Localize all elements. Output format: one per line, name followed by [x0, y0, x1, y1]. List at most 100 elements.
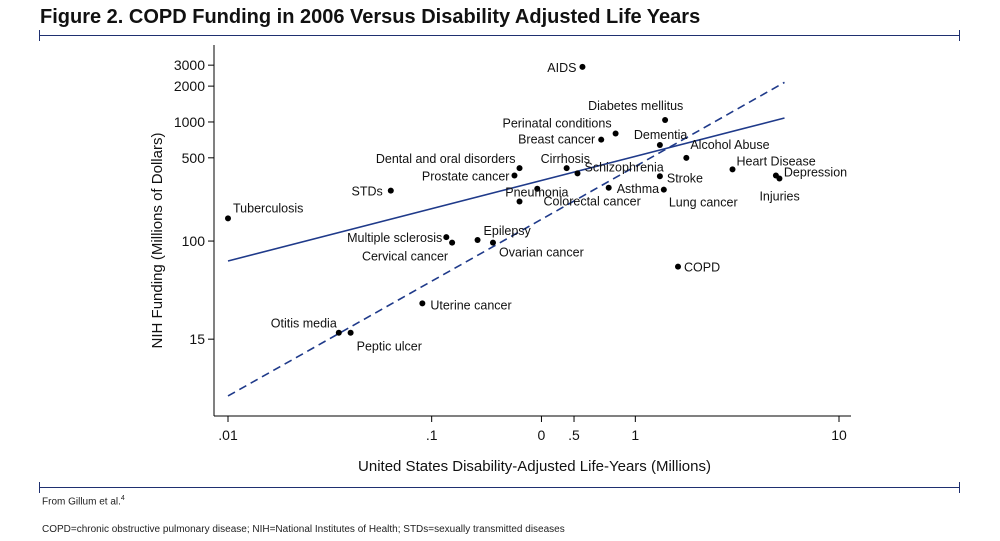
data-point-marker [675, 263, 682, 270]
data-point-prostate-cancer: Prostate cancer [422, 170, 518, 184]
data-point-marker [225, 215, 231, 222]
data-point-epilepsy: Epilepsy [474, 224, 532, 244]
data-point-marker [511, 172, 518, 179]
data-point-marker [474, 237, 481, 244]
data-point-heart-disease: Heart Disease [729, 154, 816, 173]
regression-line-solid [227, 117, 785, 262]
y-tick-label-3000: 3000 [174, 57, 205, 73]
data-point-alcohol-abuse: Alcohol Abuse [683, 138, 770, 161]
data-point-label: Depression [784, 166, 847, 180]
data-point-marker [656, 173, 663, 180]
y-axis-title: NIH Funding (Millions of Dollars) [149, 133, 166, 349]
figure-title: Figure 2. COPD Funding in 2006 Versus Di… [40, 6, 701, 28]
data-point-marker [387, 187, 394, 194]
data-point-label: Otitis media [271, 317, 337, 331]
y-tick-label-500: 500 [182, 150, 206, 166]
regression-line-dashed [227, 81, 785, 397]
data-point-label: Dementia [634, 128, 688, 142]
data-point-marker [776, 175, 783, 182]
y-tick-label-2000: 2000 [174, 78, 205, 94]
data-point-label: Peptic ulcer [357, 340, 422, 354]
data-point-marker [683, 154, 690, 161]
data-point-marker [598, 136, 605, 143]
data-point-marker [335, 329, 342, 336]
data-point-lung-cancer: Lung cancer [660, 186, 738, 210]
data-point-marker [662, 116, 669, 123]
data-point-marker [449, 239, 456, 246]
source-note: From Gillum et al.4 [42, 495, 125, 507]
data-point-label: AIDS [547, 61, 576, 75]
x-tick-label-01: .01 [218, 427, 238, 443]
x-tick-label-0: 0 [538, 427, 546, 443]
data-point-peptic-ulcer: Peptic ulcer [347, 329, 422, 354]
data-point-diabetes-mellitus: Diabetes mellitus [588, 99, 683, 123]
x-tick-label-5: .5 [568, 427, 580, 443]
data-point-cervical-cancer: Cervical cancer [362, 239, 456, 264]
data-point-label: Tuberculosis [233, 201, 303, 215]
data-point-label: Cervical cancer [362, 250, 448, 264]
data-point-label: STDs [352, 185, 383, 199]
data-point-label: Stroke [667, 171, 703, 185]
data-point-label: Ovarian cancer [499, 246, 584, 260]
data-point-label: Uterine cancer [430, 298, 511, 312]
data-point-dementia: Dementia [634, 128, 688, 149]
data-point-label: Prostate cancer [422, 170, 510, 184]
data-point-colorectal-cancer: Colorectal cancer [516, 194, 641, 208]
data-point-aids: AIDS [547, 61, 586, 75]
data-point-label: Schizophrenia [584, 160, 663, 174]
data-point-breast-cancer: Breast cancer [518, 133, 605, 147]
data-point-label: Pneumonia [505, 186, 568, 200]
data-point-marker [574, 170, 581, 177]
data-point-label: Dental and oral disorders [376, 152, 516, 166]
data-point-label: Injuries [759, 190, 799, 204]
top-divider [39, 30, 960, 41]
data-point-marker [656, 142, 663, 149]
data-point-marker [612, 130, 619, 137]
data-point-marker [489, 239, 496, 246]
data-point-label: Lung cancer [669, 196, 738, 210]
data-point-schizophrenia: Schizophrenia [574, 160, 664, 177]
y-tick-label-15: 15 [189, 331, 205, 347]
data-point-marker [660, 186, 667, 193]
data-point-marker [443, 234, 450, 241]
source-reference: 4 [120, 495, 125, 502]
data-point-label: COPD [684, 261, 720, 275]
data-point-label: Colorectal cancer [544, 194, 641, 208]
data-point-uterine-cancer: Uterine cancer [419, 298, 512, 312]
data-point-cirrhosis: Cirrhosis [541, 152, 590, 172]
abbreviations-footnote: COPD=chronic obstructive pulmonary disea… [42, 524, 565, 535]
source-text: From Gillum et al. [42, 496, 121, 508]
data-point-copd: COPD [675, 261, 720, 275]
data-point-stds: STDs [352, 185, 394, 199]
data-point-tuberculosis: Tuberculosis [225, 201, 303, 222]
data-point-marker [605, 184, 612, 191]
data-point-marker [347, 329, 354, 336]
data-point-perinatal-conditions: Perinatal conditions [502, 117, 619, 137]
data-point-marker [419, 300, 426, 307]
data-point-label: Heart Disease [737, 154, 816, 168]
x-axis-title: United States Disability-Adjusted Life-Y… [358, 458, 711, 475]
data-point-injuries: Injuries [759, 175, 800, 204]
data-point-marker [729, 166, 736, 173]
x-tick-label-10: 10 [831, 427, 847, 443]
bottom-divider [39, 482, 960, 493]
data-point-label: Epilepsy [484, 224, 532, 238]
y-tick-label-100: 100 [182, 233, 206, 249]
data-point-ovarian-cancer: Ovarian cancer [489, 239, 584, 260]
data-point-marker [534, 185, 541, 192]
data-point-label: Alcohol Abuse [690, 138, 769, 152]
data-point-label: Cirrhosis [541, 152, 590, 166]
data-point-multiple-sclerosis: Multiple sclerosis [347, 231, 450, 245]
data-point-label: Multiple sclerosis [347, 231, 442, 245]
data-point-asthma: Asthma [605, 182, 659, 196]
data-point-dental-and-oral-disorders: Dental and oral disorders [376, 152, 523, 172]
data-point-marker [516, 198, 523, 205]
y-tick-label-1000: 1000 [174, 114, 205, 130]
data-point-depression: Depression [772, 166, 847, 180]
x-tick-label-1: .1 [426, 427, 438, 443]
data-point-otitis-media: Otitis media [271, 317, 342, 336]
data-point-label: Diabetes mellitus [588, 99, 683, 113]
data-point-stroke: Stroke [656, 171, 703, 185]
scatter-chart: 15 100 500 1000 2000 3000 .01 .1 0 .5 1 10 United St… [149, 45, 851, 475]
data-point-label: Asthma [617, 182, 659, 196]
